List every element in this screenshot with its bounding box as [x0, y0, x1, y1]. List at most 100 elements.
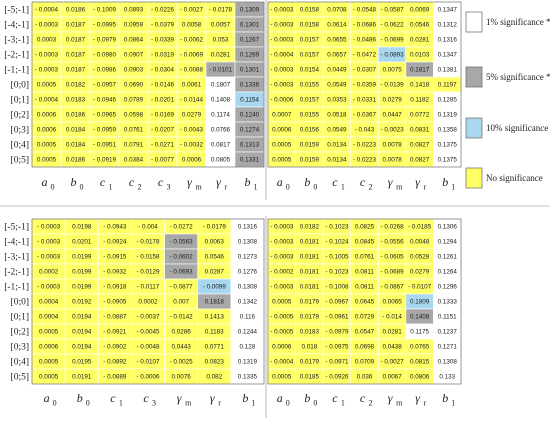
cell-value-top-left-r4-c2: - 0.0986 — [93, 67, 117, 74]
cell-value-top-left-r5-c6: 0.1807 — [211, 82, 231, 89]
cell-value-top-left-r9-c5: - 0.0032 — [180, 142, 204, 149]
cell-value-top-right-r4-c1: 0.0154 — [300, 67, 320, 74]
cell-value-bottom-left-r8-c2: - 0.0902 — [103, 344, 127, 351]
col-label-bottom-left-2: c — [110, 391, 116, 405]
cell-value-bottom-right-r3-c1: 0.0181 — [300, 269, 320, 276]
cell-value-bottom-left-r10-c2: - 0.0889 — [103, 374, 127, 381]
cell-value-top-left-r2-c6: 0.053 — [213, 37, 229, 44]
cell-value-bottom-left-r6-c2: - 0.0887 — [103, 314, 127, 321]
heatmap-panel-top-right: - 0.0003 0.0158 0.0708 - 0.0548 - 0.0587 0.00… — [267, 1, 462, 192]
cell-value-top-right-r10-c4: 0.0078 — [382, 157, 402, 164]
cell-value-top-left-r8-c7: 0.1274 — [240, 127, 260, 134]
cell-value-top-right-r9-c0: 0.0005 — [272, 142, 292, 149]
cell-value-top-right-r0-c6: 0.1347 — [438, 7, 458, 14]
cell-value-bottom-left-r3-c0: 0.0002 — [39, 269, 59, 276]
cell-value-top-left-r8-c5: - 0.0043 — [180, 127, 204, 134]
cell-value-bottom-right-r8-c3: 0.0698 — [355, 344, 375, 351]
cell-value-top-right-r2-c3: - 0.0486 — [353, 37, 377, 44]
cell-value-top-right-r3-c6: 0.1347 — [438, 52, 458, 59]
cell-value-top-right-r5-c1: 0.0155 — [300, 82, 320, 89]
cell-value-bottom-right-r8-c0: 0.0006 — [272, 344, 292, 351]
row-label-top-left-9: [0;4] — [11, 141, 29, 151]
cell-value-top-left-r1-c2: - 0.0995 — [93, 22, 117, 29]
cell-value-bottom-right-r6-c1: 0.0179 — [300, 314, 320, 321]
col-label-sub-bottom-right-4: m — [396, 399, 403, 408]
cell-value-bottom-right-r2-c2: - 0.1005 — [325, 254, 349, 261]
cell-value-top-left-r4-c5: - 0.0088 — [180, 67, 204, 74]
col-label-sub-bottom-left-6: 1 — [251, 399, 255, 408]
cell-value-bottom-right-r7-c1: 0.0183 — [300, 329, 320, 336]
col-label-sub-top-right-0: 0 — [286, 183, 290, 192]
cell-value-bottom-left-r1-c0: - 0.0003 — [37, 239, 61, 246]
cell-value-bottom-left-r10-c3: - 0.0006 — [136, 374, 160, 381]
cell-value-bottom-left-r7-c4: 0.0286 — [172, 329, 192, 336]
cell-value-bottom-left-r1-c3: - 0.0178 — [136, 239, 160, 246]
cell-value-top-right-r8-c2: 0.0549 — [327, 127, 347, 134]
cell-value-top-right-r0-c0: - 0.0003 — [270, 7, 294, 14]
cell-value-bottom-right-r1-c1: 0.0181 — [300, 239, 320, 246]
row-label-bottom-left-3: [-2;-1] — [4, 268, 29, 278]
cell-value-bottom-right-r8-c2: - 0.0975 — [325, 344, 349, 351]
row-label-bottom-left-1: [-4;-1] — [4, 238, 29, 248]
legend-swatch-sig1 — [465, 11, 483, 33]
row-label-bottom-left-5: [0;0] — [11, 298, 29, 308]
cell-value-top-left-r10-c1: 0.0186 — [66, 157, 86, 164]
row-label-bottom-left-9: [0;4] — [11, 358, 29, 368]
cell-value-top-right-r1-c5: 0.0546 — [410, 22, 430, 29]
cell-value-bottom-right-r5-c6: 0.1333 — [438, 299, 458, 306]
cell-value-bottom-left-r1-c2: - 0.0924 — [103, 239, 127, 246]
row-label-bottom-left-10: [0;5] — [11, 373, 29, 383]
cell-value-top-left-r3-c7: 0.1269 — [240, 52, 260, 59]
cell-value-bottom-left-r0-c1: 0.0198 — [72, 224, 92, 231]
heatmap-panel-top-left: - 0.0004 0.0186 - 0.1009 0.0893 - 0.0226 - 0.… — [4, 1, 265, 192]
col-label-bottom-right-2: c — [332, 391, 338, 405]
row-label-bottom-left-6: [0;1] — [11, 313, 29, 323]
row-label-top-left-8: [0;3] — [11, 126, 29, 136]
cell-value-top-left-r9-c2: - 0.0951 — [93, 142, 117, 149]
cell-value-top-left-r6-c0: - 0.0004 — [35, 97, 59, 104]
col-label-top-left-7: b — [245, 175, 251, 189]
cell-value-bottom-left-r4-c6: 0.1308 — [238, 284, 258, 291]
cell-value-bottom-right-r10-c3: 0.036 — [357, 374, 373, 381]
cell-value-bottom-right-r9-c5: 0.0815 — [410, 359, 430, 366]
cell-value-top-left-r3-c3: 0.0907 — [124, 52, 144, 59]
cell-value-bottom-left-r9-c5: 0.0823 — [205, 359, 225, 366]
cell-value-bottom-left-r1-c4: - 0.0563 — [170, 239, 194, 246]
cell-value-bottom-left-r10-c5: 0.082 — [206, 374, 222, 381]
cell-value-bottom-left-r0-c2: - 0.0943 — [103, 224, 127, 231]
row-label-top-left-7: [0;2] — [11, 111, 29, 121]
cell-value-top-left-r7-c6: 0.1174 — [211, 112, 230, 119]
cell-value-bottom-right-r3-c2: - 0.1023 — [325, 269, 349, 276]
cell-value-bottom-right-r9-c2: - 0.0971 — [325, 359, 349, 366]
cell-value-bottom-left-r0-c4: - 0.0272 — [170, 224, 194, 231]
cell-value-bottom-right-r1-c3: 0.0845 — [355, 239, 375, 246]
cell-value-bottom-right-r8-c6: 0.1271 — [438, 344, 458, 351]
cell-value-bottom-right-r4-c5: - 0.0107 — [408, 284, 432, 291]
cell-value-top-left-r1-c7: 0.1301 — [240, 22, 260, 29]
cell-value-bottom-right-r7-c0: - 0.0005 — [270, 329, 294, 336]
cell-value-bottom-right-r0-c2: - 0.1023 — [325, 224, 349, 231]
cell-value-bottom-right-r4-c1: 0.0181 — [300, 284, 320, 291]
cell-value-bottom-left-r9-c4: - 0.0025 — [170, 359, 194, 366]
cell-value-top-left-r8-c3: 0.0761 — [124, 127, 144, 134]
cell-value-bottom-right-r0-c6: 0.1306 — [438, 224, 458, 231]
cell-value-bottom-left-r6-c1: 0.0194 — [72, 314, 92, 321]
row-label-bottom-left-0: [-5;-1] — [4, 223, 29, 233]
cell-value-bottom-right-r6-c2: - 0.0961 — [325, 314, 349, 321]
cell-value-top-right-r5-c4: - 0.0139 — [381, 82, 405, 89]
col-label-bottom-left-6: b — [242, 391, 248, 405]
cell-value-top-left-r7-c2: - 0.0965 — [93, 112, 117, 119]
cell-value-top-left-r10-c3: 0.0384 — [124, 157, 144, 164]
col-label-bottom-left-4: γ — [177, 391, 182, 405]
cell-value-top-right-r4-c4: 0.0075 — [382, 67, 402, 74]
cell-value-top-right-r10-c6: 0.1375 — [438, 157, 458, 164]
cell-value-top-left-r5-c3: 0.0690 — [124, 82, 144, 89]
cell-value-top-right-r10-c5: 0.0827 — [410, 157, 430, 164]
cell-value-top-right-r4-c3: - 0.0307 — [353, 67, 377, 74]
cell-value-bottom-left-r4-c0: - 0.0003 — [37, 284, 61, 291]
cell-value-top-right-r6-c0: - 0.0006 — [270, 97, 294, 104]
cell-value-bottom-right-r0-c5: - 0.0185 — [408, 224, 432, 231]
cell-value-bottom-left-r6-c6: 0.116 — [240, 314, 256, 321]
row-label-top-left-1: [-4;-1] — [4, 21, 29, 31]
cell-value-top-left-r10-c2: - 0.0919 — [93, 157, 117, 164]
